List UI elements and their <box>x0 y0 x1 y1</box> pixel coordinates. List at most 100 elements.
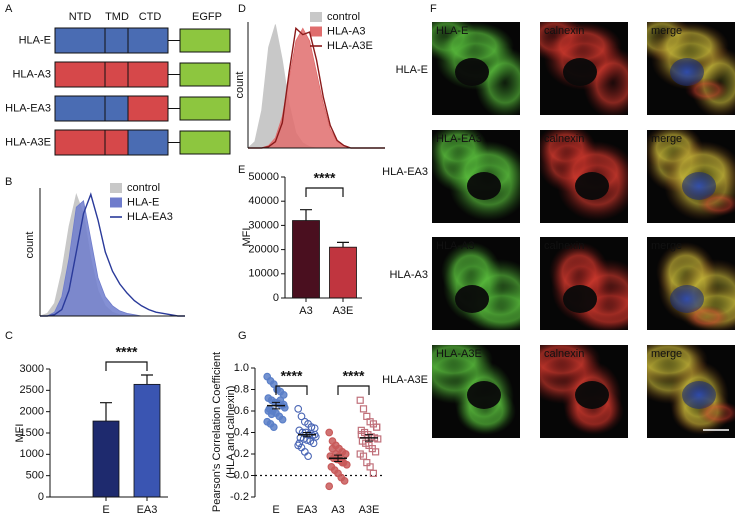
x-tick-label: A3E <box>333 305 354 317</box>
red-rim <box>685 78 729 102</box>
y-tick-label: 500 <box>26 470 44 482</box>
y-tick-label: 50000 <box>248 171 279 183</box>
data-point <box>307 423 316 431</box>
panel-letter: A <box>5 3 13 15</box>
data-point <box>372 448 380 456</box>
nucleus <box>455 58 489 86</box>
bar <box>329 246 357 299</box>
y-tick-label: 0.2 <box>234 448 249 460</box>
image-content <box>656 242 735 330</box>
legend-label: control <box>327 11 360 23</box>
data-point <box>279 400 288 409</box>
data-point <box>269 423 278 431</box>
data-point <box>356 396 364 404</box>
nucleus <box>455 285 489 313</box>
cell-signal <box>447 141 520 201</box>
domain-segment <box>127 27 169 54</box>
channel-label: HLA-E <box>436 25 468 37</box>
row-label: HLA-E <box>396 64 428 76</box>
data-point <box>328 444 337 453</box>
construct-label: HLA-A3 <box>12 68 51 80</box>
cell-signal <box>647 345 708 384</box>
domain-segment <box>104 129 129 156</box>
channel-label: HLA-A3E <box>436 348 482 360</box>
y-tick-label: 3000 <box>20 363 44 375</box>
y-tick-label: 0 <box>273 292 279 304</box>
data-point <box>300 448 309 456</box>
panel-letter: B <box>5 176 12 188</box>
micrograph: HLA-A3E <box>432 345 520 438</box>
row-label: HLA-EA3 <box>382 166 428 178</box>
nucleus <box>467 172 501 200</box>
data-point <box>278 415 287 424</box>
cell-signal <box>542 22 622 70</box>
domain-label: CTD <box>139 11 162 23</box>
data-point <box>295 439 304 448</box>
data-point <box>340 477 349 485</box>
channel-label: calnexin <box>544 348 584 360</box>
domain-segment <box>104 95 129 122</box>
error-bar <box>272 401 280 410</box>
legend-swatch <box>110 197 122 208</box>
x-tick-label: A3 <box>331 504 344 516</box>
egfp-box <box>179 62 231 87</box>
y-axis-label: MFI <box>14 424 26 443</box>
construct-label: HLA-A3E <box>5 136 51 148</box>
data-point <box>373 423 381 431</box>
error-bar <box>365 434 373 442</box>
image-content <box>647 22 735 115</box>
egfp-box <box>179 28 231 53</box>
data-point <box>299 435 308 443</box>
data-point <box>369 469 377 477</box>
data-point <box>374 435 382 443</box>
nucleus <box>682 381 716 409</box>
domain-label: EGFP <box>192 11 222 23</box>
data-point <box>325 482 334 491</box>
image-content <box>647 130 735 221</box>
data-point <box>273 385 281 394</box>
y-tick-label: 30000 <box>248 219 279 231</box>
y-tick-label: 1500 <box>20 427 44 439</box>
bar <box>133 383 161 498</box>
image-content <box>540 22 628 115</box>
x-tick-label: A3 <box>299 305 312 317</box>
y-tick-label: 0.6 <box>234 405 249 417</box>
domain-segment <box>104 61 129 88</box>
egfp-box <box>179 96 231 121</box>
data-point <box>304 452 312 461</box>
channel-label: HLA-A3 <box>436 240 475 252</box>
y-tick-label: 0.0 <box>234 469 249 481</box>
cell-signal <box>434 22 514 70</box>
error-bar <box>141 374 153 385</box>
panel-letter: G <box>238 330 247 342</box>
y-tick-label: 10000 <box>248 268 279 280</box>
image-content <box>432 130 520 221</box>
nucleus <box>670 285 704 313</box>
micrograph: merge <box>647 345 735 438</box>
micrograph: HLA-E <box>432 22 520 115</box>
x-tick-label: EA3 <box>297 504 318 516</box>
channel-label: merge <box>651 133 682 145</box>
channel-label: calnexin <box>544 25 584 37</box>
error-bar <box>337 241 349 248</box>
error-bar <box>100 402 112 422</box>
significance-label: **** <box>343 368 365 384</box>
y-tick-label: -0.2 <box>230 491 249 503</box>
legend-swatch <box>310 26 322 37</box>
significance-label: **** <box>116 344 138 360</box>
data-point <box>359 405 368 413</box>
channel-label: calnexin <box>544 133 584 145</box>
panel-letter: E <box>238 164 245 176</box>
micrograph: HLA-EA3 <box>432 130 520 223</box>
legend-label: HLA-EA3 <box>127 211 173 223</box>
micrograph: calnexin <box>540 237 628 330</box>
y-tick-label: 20000 <box>248 244 279 256</box>
error-bar <box>300 209 312 221</box>
nucleus <box>575 172 609 200</box>
image-content <box>432 22 520 115</box>
channel-label: HLA-EA3 <box>436 133 482 145</box>
x-tick-label: E <box>102 504 109 516</box>
cell-signal <box>540 345 601 384</box>
cell-signal <box>649 22 729 70</box>
